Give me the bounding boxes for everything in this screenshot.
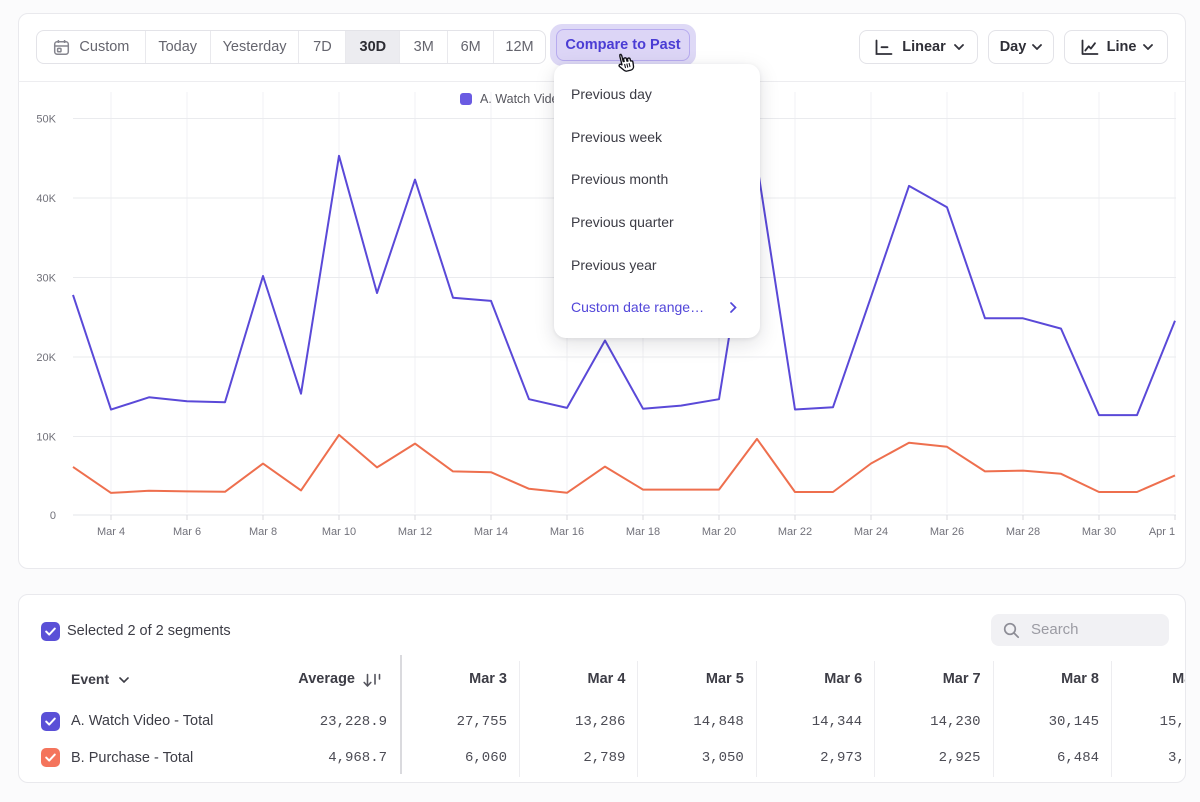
svg-text:30K: 30K [36, 273, 56, 285]
svg-text:Mar 18: Mar 18 [626, 526, 660, 538]
svg-text:Mar 24: Mar 24 [854, 526, 888, 538]
svg-text:20K: 20K [36, 352, 56, 364]
svg-text:Mar 20: Mar 20 [702, 526, 736, 538]
svg-text:Apr 1: Apr 1 [1149, 526, 1175, 538]
svg-text:Mar 22: Mar 22 [778, 526, 812, 538]
svg-text:Mar 16: Mar 16 [550, 526, 584, 538]
svg-text:Mar 4: Mar 4 [97, 526, 125, 538]
svg-text:Mar 8: Mar 8 [249, 526, 277, 538]
svg-text:Mar 28: Mar 28 [1006, 526, 1040, 538]
svg-text:Mar 30: Mar 30 [1082, 526, 1116, 538]
svg-text:50K: 50K [36, 114, 56, 126]
svg-text:Mar 6: Mar 6 [173, 526, 201, 538]
svg-text:10K: 10K [36, 432, 56, 444]
svg-text:Mar 10: Mar 10 [322, 526, 356, 538]
svg-text:Mar 26: Mar 26 [930, 526, 964, 538]
svg-text:40K: 40K [36, 193, 56, 205]
svg-text:Mar 14: Mar 14 [474, 526, 508, 538]
svg-text:0: 0 [50, 510, 56, 522]
svg-text:Mar 12: Mar 12 [398, 526, 432, 538]
